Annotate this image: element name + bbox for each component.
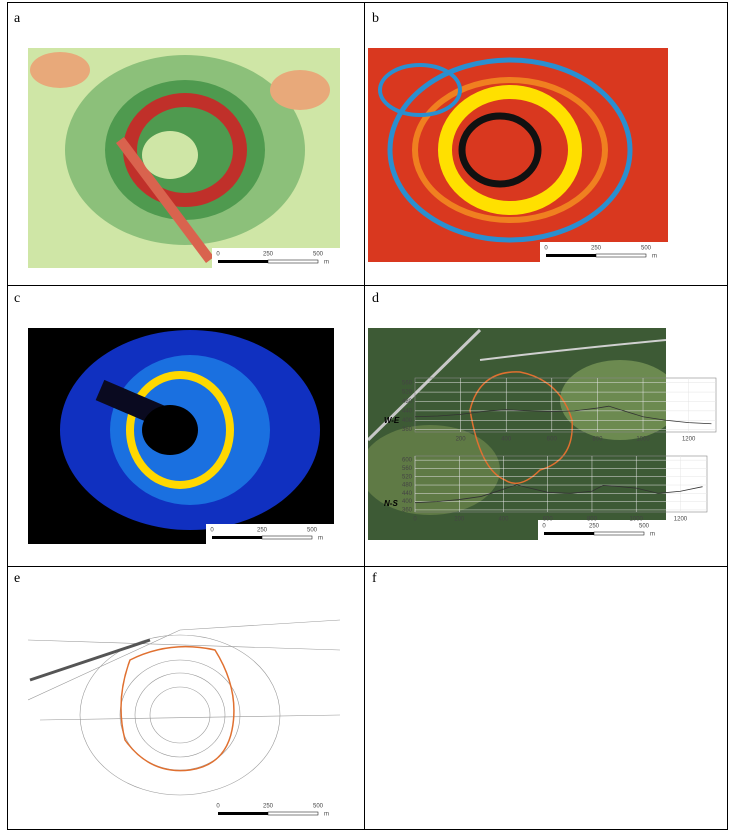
scale-bar-label: 500 xyxy=(313,804,324,810)
y-tick-label: 520 xyxy=(402,390,413,396)
map-b xyxy=(368,48,668,262)
panel-label: c xyxy=(14,291,20,306)
scale-bar xyxy=(218,260,268,263)
scale-bar xyxy=(546,254,596,257)
y-tick-label: 440 xyxy=(402,491,413,497)
scale-bar-unit: m xyxy=(324,260,329,266)
profile-label: N-S xyxy=(384,499,398,508)
scale-bar-label: 250 xyxy=(591,246,602,252)
map-e xyxy=(28,608,340,820)
scale-bar xyxy=(268,260,318,263)
panel-label: b xyxy=(372,11,379,26)
map-a xyxy=(28,48,340,268)
scale-bar-label: 250 xyxy=(263,804,274,810)
y-tick-label: 520 xyxy=(402,474,413,480)
scale-bar xyxy=(544,532,594,535)
scale-bar-unit: m xyxy=(652,254,657,260)
x-tick-label: 200 xyxy=(456,437,467,443)
x-tick-label: 1000 xyxy=(636,437,650,443)
x-tick-label: 1000 xyxy=(630,517,644,523)
y-tick-label: 560 xyxy=(402,380,413,386)
scale-bar-label: 500 xyxy=(639,524,650,530)
y-tick-label: 600 xyxy=(402,458,413,464)
y-tick-label: 400 xyxy=(402,499,413,505)
x-tick-label: 600 xyxy=(547,437,558,443)
scale-bar-label: 250 xyxy=(589,524,600,530)
scale-bar xyxy=(212,536,262,539)
x-tick-label: 800 xyxy=(587,517,598,523)
x-tick-label: 400 xyxy=(501,437,512,443)
scale-bar xyxy=(594,532,644,535)
scale-bar-label: 250 xyxy=(263,252,274,258)
scale-bar-label: 250 xyxy=(257,528,268,534)
panel-label: f xyxy=(372,571,377,586)
panel-label: e xyxy=(14,571,20,586)
scale-bar xyxy=(268,812,318,815)
map-c xyxy=(28,328,334,544)
scale-bar xyxy=(218,812,268,815)
y-tick-label: 440 xyxy=(402,408,413,414)
x-tick-label: 600 xyxy=(543,517,554,523)
x-tick-label: 200 xyxy=(454,517,465,523)
scale-bar-unit: m xyxy=(324,812,329,818)
y-tick-label: 480 xyxy=(402,399,413,405)
panel-label: d xyxy=(372,291,379,306)
panel-label: a xyxy=(14,11,21,26)
y-tick-label: 480 xyxy=(402,483,413,489)
scale-bar-unit: m xyxy=(650,532,655,538)
x-tick-label: 1200 xyxy=(674,517,688,523)
scale-bar-label: 500 xyxy=(313,252,324,258)
y-tick-label: 360 xyxy=(402,427,413,433)
scale-bar-label: 500 xyxy=(641,246,652,252)
x-tick-label: 400 xyxy=(498,517,509,523)
x-tick-label: 1200 xyxy=(682,437,696,443)
profile-label: W-E xyxy=(384,416,400,425)
scale-bar xyxy=(596,254,646,257)
y-tick-label: 360 xyxy=(402,508,413,514)
scale-bar-unit: m xyxy=(318,536,323,542)
scale-bar xyxy=(262,536,312,539)
y-tick-label: 400 xyxy=(402,418,413,424)
scale-bar-label: 500 xyxy=(307,528,318,534)
x-tick-label: 800 xyxy=(592,437,603,443)
figure: a b c d e f xyxy=(0,0,734,831)
y-tick-label: 560 xyxy=(402,466,413,472)
